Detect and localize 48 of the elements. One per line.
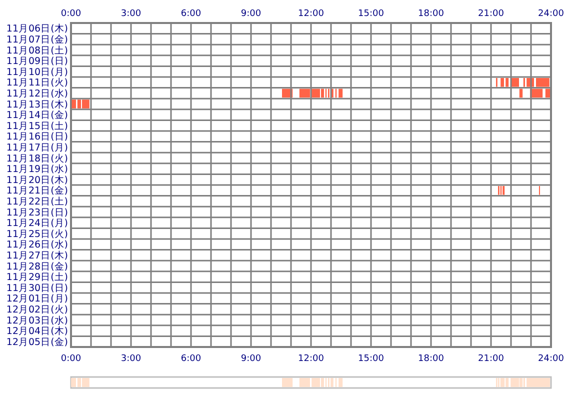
- x-tick-label: 21:00: [478, 9, 504, 19]
- x-tick-label: 12:00: [298, 9, 324, 19]
- x2-tick-label: 24:00: [538, 354, 564, 364]
- y-tick-label: 11月19日(水): [6, 163, 68, 176]
- y-tick-label: 12月03日(水): [6, 314, 68, 326]
- y-tick-label: 11月21日(金): [6, 184, 68, 197]
- x2-tick-label: 6:00: [180, 354, 202, 364]
- y-tick-label: 12月04日(木): [6, 325, 68, 338]
- y-tick-label: 12月01日(月): [6, 294, 68, 305]
- x2-tick-label: 18:00: [418, 354, 444, 364]
- x-tick-label: 18:00: [418, 9, 444, 19]
- y-tick-label: 11月23日(日): [6, 207, 68, 218]
- y-tick-label: 11月20日(木): [6, 174, 68, 186]
- y-tick-label: 11月24日(月): [6, 218, 68, 230]
- x2-tick-label: 9:00: [240, 354, 262, 364]
- x-tick-label: 0:00: [60, 9, 82, 19]
- y-tick-label: 11月27日(木): [6, 250, 68, 262]
- y-tick-label: 11月08日(土): [6, 44, 68, 56]
- y-tick-label: 11月17日(月): [6, 142, 68, 154]
- y-tick-label: 11月11日(火): [6, 76, 68, 89]
- x2-tick-label: 12:00: [298, 354, 324, 364]
- y-tick-label: 12月02日(火): [6, 304, 68, 316]
- x-tick-label: 9:00: [240, 9, 262, 19]
- y-tick-label: 11月14日(金): [6, 109, 68, 122]
- y-tick-label: 11月30日(日): [6, 282, 68, 294]
- y-tick-label: 11月28日(金): [6, 260, 68, 272]
- x-tick-label: 6:00: [180, 9, 202, 19]
- x2-tick-label: 21:00: [478, 354, 504, 364]
- x-tick-label: 24:00: [538, 9, 564, 19]
- y-tick-label: 11月26日(水): [6, 238, 68, 251]
- y-tick-label: 11月25日(火): [6, 228, 68, 240]
- y-tick-label: 11月16日(日): [6, 132, 68, 143]
- y-tick-label: 11月07日(金): [6, 34, 68, 46]
- x2-tick-label: 0:00: [60, 354, 82, 364]
- y-tick-label: 11月29日(土): [6, 271, 68, 284]
- y-tick-label: 11月06日(木): [6, 22, 68, 35]
- x2-tick-label: 3:00: [120, 354, 142, 364]
- y-tick-label: 11月10日(月): [6, 66, 68, 78]
- y-tick-label: 11月15日(土): [6, 120, 68, 132]
- y-tick-label: 11月12日(水): [6, 88, 68, 100]
- y-tick-label: 12月05日(金): [6, 336, 68, 348]
- y-tick-label: 11月13日(木): [6, 98, 68, 110]
- x-tick-label: 15:00: [358, 9, 384, 19]
- x2-tick-label: 15:00: [358, 354, 384, 364]
- y-tick-label: 11月18日(火): [6, 152, 68, 164]
- y-tick-label: 11月09日(日): [6, 56, 68, 68]
- x-tick-label: 3:00: [120, 9, 142, 19]
- y-tick-label: 11月22日(土): [6, 196, 68, 208]
